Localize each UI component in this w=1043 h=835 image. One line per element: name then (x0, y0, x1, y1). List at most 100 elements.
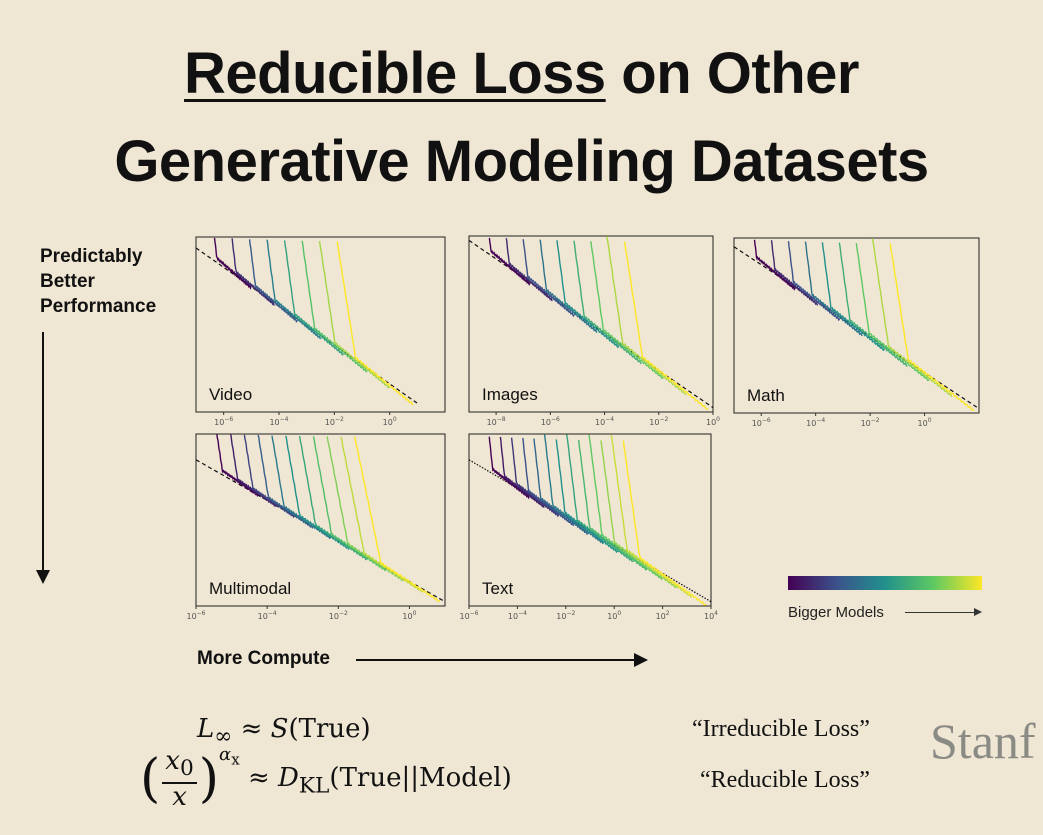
x-tick-label: 10−4 (258, 610, 277, 621)
panel-label: Multimodal (209, 579, 291, 598)
stanford-logo-text: Stanf (930, 713, 1036, 769)
x-tick-label: 10−6 (214, 416, 233, 427)
model-curve (543, 434, 604, 545)
x-tick-label: 10−6 (459, 610, 478, 621)
y-label-line1: Predictably (40, 246, 143, 267)
x-axis-label: More Compute (197, 648, 330, 669)
model-curve (285, 435, 350, 551)
model-curve (804, 241, 863, 337)
model-curve (230, 433, 277, 508)
model-curve (336, 241, 414, 406)
plot-frame (733, 237, 980, 414)
eq2-rel: ≈ (247, 763, 270, 794)
colorbar-arrow-line (905, 612, 975, 613)
eq2-lparen: ( (140, 749, 161, 810)
model-curve (213, 237, 252, 290)
reducible-label: “Reducible Loss” (700, 767, 870, 793)
irreducible-label: “Irreducible Loss” (692, 716, 870, 742)
eq1-rel: ≈ (240, 714, 263, 744)
x-tick-label: 10−6 (541, 416, 560, 427)
model-curve (488, 436, 530, 500)
model-curve (623, 241, 709, 410)
equation-irreducible: L∞ ≈ S(True) (197, 714, 371, 749)
model-curve (787, 241, 841, 322)
model-curve (889, 243, 975, 412)
eq1-fn: S (270, 714, 289, 744)
model-curve (301, 240, 368, 373)
y-axis-arrow-line (42, 332, 44, 576)
panel-label: Video (209, 385, 252, 404)
plot-frame (468, 235, 714, 413)
y-axis-arrow-head (36, 570, 50, 584)
model-curve (600, 440, 677, 589)
eq2-exp-sub: x (231, 750, 240, 769)
x-tick-label: 10−2 (329, 610, 348, 621)
model-curve (499, 436, 545, 509)
eq2-den: x (172, 782, 187, 813)
model-curve (753, 239, 796, 291)
y-axis-label: Predictably Better Performance (40, 244, 190, 319)
model-curve (622, 440, 707, 606)
slide-title: Reducible Loss on Other Generative Model… (0, 30, 1043, 206)
model-curve (838, 242, 908, 367)
model-curve (354, 436, 441, 603)
title-underlined: Reducible Loss (184, 41, 606, 106)
eq1-sub: ∞ (214, 724, 233, 750)
colorbar-arrow-head (974, 608, 982, 616)
model-curve (770, 240, 819, 306)
chart-multimodal: 10−6 10−4 10−2 100 Multimodal (186, 433, 446, 621)
panel-label: Images (482, 385, 538, 404)
chart-math: 10−6 10−4 10−2 100 Math (733, 237, 980, 428)
eq2-num: x (165, 746, 180, 776)
eq2-fn-sub: KL (298, 773, 330, 799)
x-tick-label: 100 (607, 610, 621, 621)
x-tick-label: 100 (402, 610, 416, 621)
title-rest: on Other (605, 41, 859, 106)
model-curve (606, 236, 687, 396)
model-curve (821, 242, 885, 352)
x-tick-label: 104 (704, 610, 718, 621)
x-tick-label: 10−4 (595, 416, 614, 427)
model-curve (588, 434, 663, 581)
panel-text: 10−6 10−4 10−2 100 102 104 Text (459, 433, 718, 621)
panel-video: 10−6 10−4 10−2 100 Video (195, 236, 446, 427)
model-curve (257, 434, 314, 529)
plot-frame (195, 433, 446, 607)
model-curve (298, 435, 368, 561)
model-curve (271, 435, 332, 540)
model-curve (590, 241, 664, 380)
model-curve (539, 239, 598, 333)
eq1-arg: (True) (288, 714, 371, 744)
x-tick-label: 10−4 (269, 416, 288, 427)
eq2-exp: α (219, 744, 232, 766)
x-tick-label: 10−2 (556, 610, 575, 621)
model-curve (318, 241, 390, 389)
model-curve (573, 240, 642, 365)
plot-frame (468, 433, 712, 607)
plot-frame (195, 236, 446, 413)
model-curve (231, 238, 275, 306)
x-tick-label: 10−6 (752, 417, 771, 428)
chart-images: 10−8 10−6 10−4 10−2 100 Images (468, 235, 720, 427)
model-curve (610, 434, 692, 598)
eq2-num-sub: 0 (179, 756, 194, 782)
equation-reducible: (x0 x)αx ≈ DKL(True||Model) (140, 744, 512, 813)
panel-label: Math (747, 386, 785, 405)
x-tick-label: 102 (656, 610, 670, 621)
panel-math: 10−6 10−4 10−2 100 Math (733, 237, 980, 428)
x-tick-label: 10−2 (861, 417, 880, 428)
eq1-lhs: L (197, 714, 215, 744)
model-curve (522, 437, 575, 527)
model-curve (556, 240, 620, 349)
model-curve (505, 238, 553, 302)
colorbar-label: Bigger Models (788, 604, 884, 621)
model-curve (510, 437, 560, 518)
x-tick-label: 10−4 (508, 610, 527, 621)
colorbar (788, 576, 982, 590)
x-tick-label: 10−2 (325, 416, 344, 427)
model-curve (488, 237, 531, 286)
eq2-fn: D (278, 763, 299, 794)
model-curve (266, 239, 322, 340)
model-curve (578, 439, 648, 571)
x-tick-label: 10−8 (487, 416, 506, 427)
